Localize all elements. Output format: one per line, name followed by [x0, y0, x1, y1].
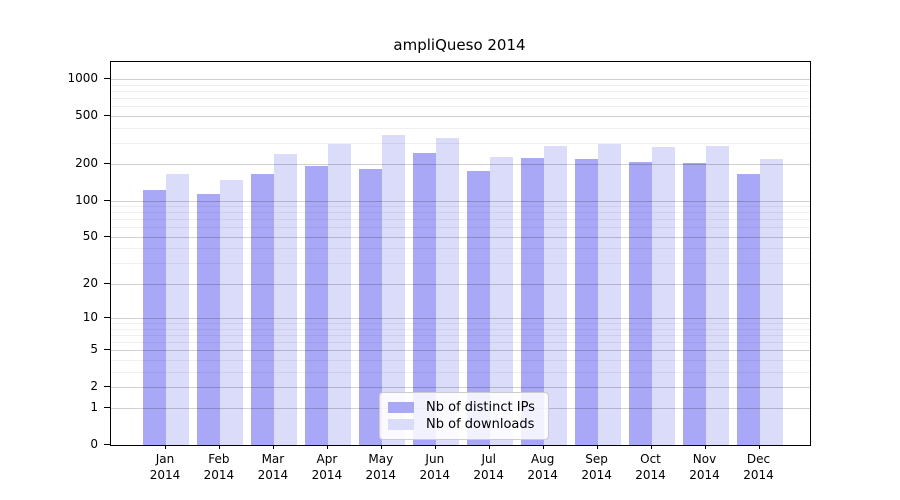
bar-downloads — [166, 174, 189, 445]
x-tick-label: Feb 2014 — [203, 452, 235, 482]
y-tick-mark — [104, 407, 110, 409]
bar-distinct-ips — [304, 166, 328, 445]
y-tick-label: 1 — [90, 400, 98, 415]
bar-downloads — [435, 137, 459, 445]
y-tick-mark — [104, 317, 110, 318]
y-tick-mark — [104, 199, 110, 201]
legend: Nb of distinct IPs Nb of downloads — [379, 392, 549, 440]
y-tick-mark — [104, 349, 110, 351]
bar-downloads — [705, 145, 729, 445]
bar-downloads — [489, 156, 513, 445]
downloads-swatch-icon — [388, 419, 414, 430]
x-tick-label: Aug 2014 — [527, 452, 558, 482]
x-tick-mark — [650, 445, 652, 449]
x-tick-mark — [434, 445, 436, 449]
y-tick-label: 100 — [75, 192, 98, 207]
x-tick-label: Sep 2014 — [581, 452, 612, 482]
x-tick-label: Oct 2014 — [635, 452, 666, 482]
x-tick-mark — [165, 445, 166, 449]
y-tick-label: 1000 — [67, 71, 98, 85]
y-tick-mark — [104, 78, 110, 79]
y-tick-mark — [104, 444, 110, 445]
x-tick-label: Jan 2014 — [149, 452, 181, 482]
bar-downloads — [327, 144, 351, 445]
legend-row-downloads: Nb of downloads — [388, 416, 540, 433]
bar-distinct-ips — [197, 194, 220, 445]
y-tick-label: 2 — [90, 378, 98, 393]
y-tick-mark — [104, 163, 110, 165]
ips-swatch-icon — [388, 402, 414, 413]
y-tick-label: 0 — [90, 437, 98, 451]
y-tick-label: 20 — [82, 275, 98, 290]
y-tick-mark — [104, 235, 110, 237]
x-tick-label: Jul 2014 — [473, 452, 504, 482]
bar-distinct-ips — [736, 173, 760, 445]
legend-label-downloads: Nb of downloads — [426, 417, 535, 432]
bar-distinct-ips — [574, 159, 598, 445]
bar-downloads — [220, 180, 243, 445]
bar-distinct-ips — [358, 168, 382, 445]
bar-distinct-ips — [628, 162, 652, 445]
bar-distinct-ips — [250, 174, 274, 445]
bar-distinct-ips — [143, 189, 166, 445]
bar-downloads — [381, 134, 405, 445]
y-tick-label: 500 — [75, 107, 98, 122]
bar-downloads — [651, 146, 675, 445]
bar-distinct-ips — [682, 162, 706, 445]
x-tick-mark — [704, 445, 706, 449]
x-tick-mark — [596, 445, 598, 449]
bar-downloads — [759, 159, 783, 445]
y-tick-mark — [104, 282, 110, 284]
x-tick-mark — [218, 445, 220, 449]
x-tick-label: Jun 2014 — [419, 452, 451, 482]
bars-layer — [111, 62, 810, 445]
legend-row-distinct-ips: Nb of distinct IPs — [388, 399, 540, 416]
y-tick-mark — [104, 385, 110, 387]
bar-distinct-ips — [520, 157, 544, 445]
x-tick-mark — [488, 445, 490, 449]
bar-distinct-ips — [412, 153, 436, 445]
x-tick-mark — [542, 445, 544, 449]
x-tick-label: Nov 2014 — [689, 452, 720, 482]
x-tick-label: Apr 2014 — [311, 452, 343, 482]
x-tick-label: Mar 2014 — [257, 452, 289, 482]
bar-downloads — [597, 143, 621, 445]
plot-area: Nb of distinct IPs Nb of downloads — [110, 61, 811, 446]
y-tick-label: 200 — [75, 156, 98, 171]
x-tick-mark — [326, 445, 328, 449]
y-tick-label: 10 — [82, 310, 98, 324]
bar-downloads — [273, 153, 297, 445]
x-tick-label: May 2014 — [365, 452, 397, 482]
y-tick-label: 5 — [90, 342, 98, 357]
y-tick-label: 50 — [82, 228, 98, 243]
bar-distinct-ips — [466, 170, 490, 445]
x-tick-mark — [272, 445, 274, 449]
x-tick-label: Dec 2014 — [743, 452, 774, 482]
y-tick-mark — [104, 114, 110, 116]
x-tick-mark — [758, 445, 760, 449]
chart-title: ampliQueso 2014 — [393, 36, 526, 54]
x-tick-mark — [380, 445, 382, 449]
bar-downloads — [543, 146, 567, 445]
legend-label-distinct-ips: Nb of distinct IPs — [426, 400, 535, 415]
